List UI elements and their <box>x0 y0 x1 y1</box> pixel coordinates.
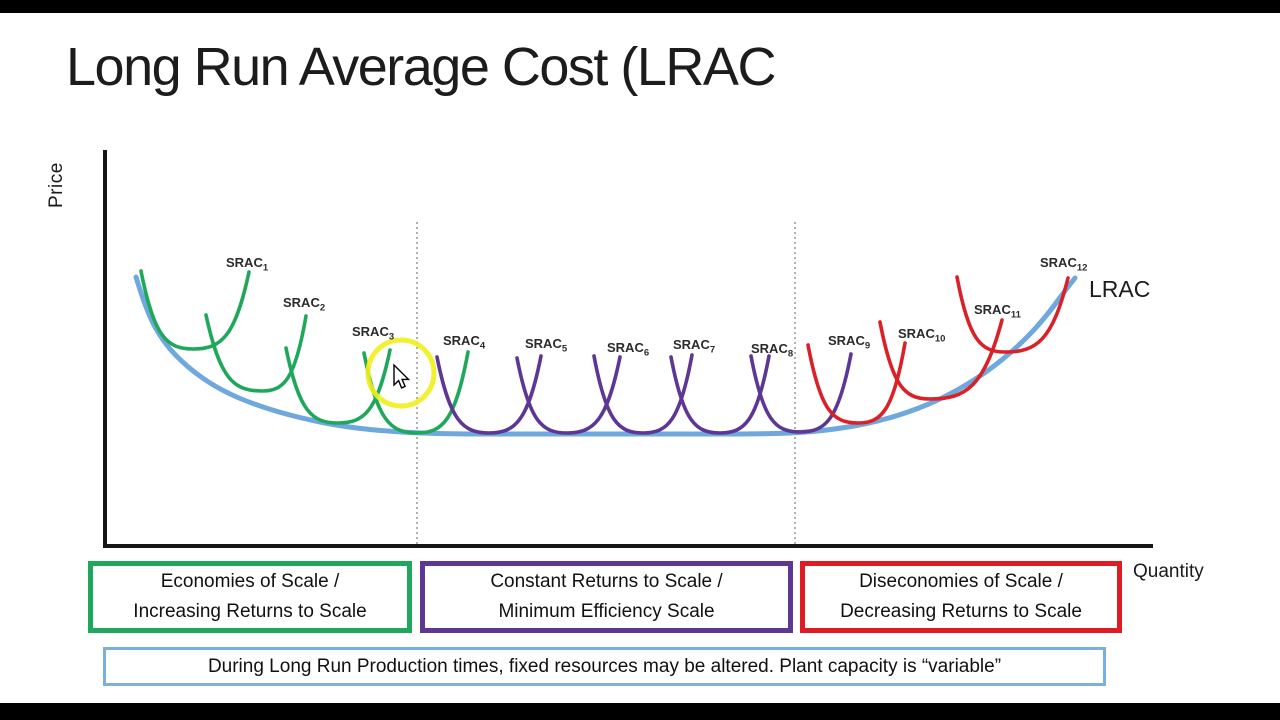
srac-curve-3 <box>284 346 392 425</box>
region-line: Increasing Returns to Scale <box>133 601 367 622</box>
region-box-economies-of-scale: Economies of Scale / Increasing Returns … <box>88 561 412 633</box>
axes <box>103 150 1153 548</box>
srac-label-7: SRAC7 <box>673 337 716 356</box>
srac-curve-8 <box>669 354 771 435</box>
srac-curve-2 <box>204 313 308 393</box>
srac-label-1: SRAC1 <box>226 255 269 274</box>
letterbox-top <box>0 0 1280 13</box>
srac-label-5: SRAC5 <box>525 336 568 355</box>
region-box-constant-returns: Constant Returns to Scale / Minimum Effi… <box>420 561 793 633</box>
srac-curve-4 <box>362 350 470 435</box>
srac-label-3: SRAC3 <box>352 324 395 343</box>
lrac-curve-label: LRAC <box>1089 276 1151 302</box>
x-axis-label: Quantity <box>1133 561 1204 582</box>
highlight-ring <box>365 337 437 409</box>
srac-label-12: SRAC12 <box>1040 255 1088 274</box>
srac-label-6: SRAC6 <box>607 340 650 359</box>
srac-label-4: SRAC4 <box>443 333 486 352</box>
srac-label-2: SRAC2 <box>283 295 326 314</box>
srac-curve-12 <box>955 275 1070 354</box>
long-run-note-banner: During Long Run Production times, fixed … <box>103 647 1106 686</box>
region-line: Diseconomies of Scale / <box>859 571 1063 592</box>
region-line: Constant Returns to Scale / <box>490 571 723 592</box>
srac-label-9: SRAC9 <box>828 333 871 352</box>
y-axis-label: Price <box>46 162 67 208</box>
srac-label-10: SRAC10 <box>898 326 946 345</box>
region-line: Decreasing Returns to Scale <box>840 601 1082 622</box>
region-box-diseconomies-of-scale: Diseconomies of Scale / Decreasing Retur… <box>800 561 1122 633</box>
slide-title: Long Run Average Cost (LRAC <box>66 37 776 97</box>
region-line: Economies of Scale / <box>160 571 340 592</box>
srac-curve-1 <box>139 269 251 351</box>
srac-curve-10 <box>806 341 907 425</box>
srac-curve-11 <box>878 318 1004 401</box>
srac-curve-9 <box>749 352 853 434</box>
region-line: Minimum Efficiency Scale <box>498 601 715 622</box>
letterbox-bottom <box>0 703 1280 720</box>
srac-label-8: SRAC8 <box>751 341 794 360</box>
mouse-cursor <box>393 363 411 389</box>
srac-label-11: SRAC11 <box>974 302 1021 321</box>
